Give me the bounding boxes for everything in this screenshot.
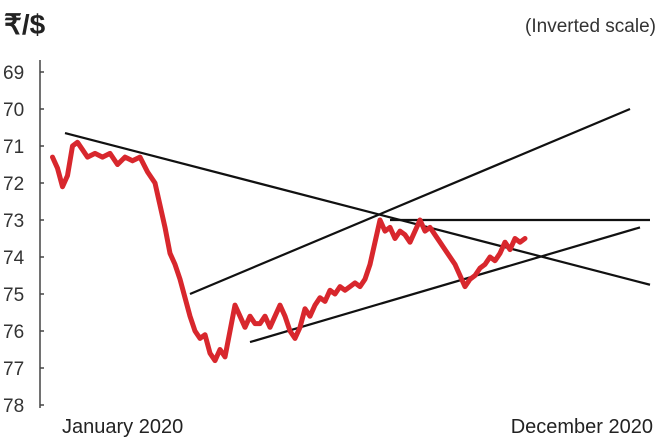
y-tick-label: 69 (3, 63, 24, 84)
x-label-end: December 2020 (511, 416, 653, 438)
y-tick-label: 71 (3, 137, 24, 158)
y-tick-label: 78 (3, 396, 24, 417)
y-tick-label: 74 (3, 248, 25, 269)
y-tick-label: 76 (3, 322, 24, 343)
y-tick-label: 70 (3, 100, 24, 121)
x-label-start: January 2020 (62, 416, 183, 438)
y-tick-label: 77 (3, 359, 24, 380)
trendline (64, 131, 651, 286)
series-line (50, 139, 528, 364)
y-axis-ticks: 69 70 71 72 73 74 75 76 77 78 (3, 63, 44, 417)
trendlines (64, 107, 651, 344)
y-tick-label: 75 (3, 285, 24, 306)
y-tick-label: 73 (3, 211, 24, 232)
y-tick-label: 72 (3, 174, 24, 195)
chart-subtitle: (Inverted scale) (525, 16, 656, 37)
series-group (50, 139, 528, 364)
trendline (249, 226, 641, 344)
chart-title: ₹/$ (4, 9, 46, 40)
trendline (189, 107, 631, 296)
